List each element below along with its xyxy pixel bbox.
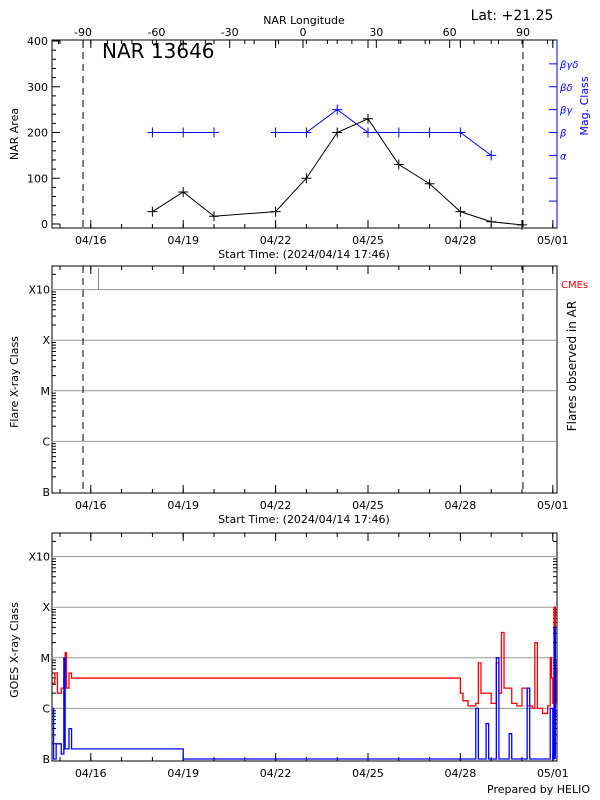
y-axis-label: GOES X-ray Class: [8, 602, 21, 698]
mag-class-marker: [270, 127, 281, 138]
x-axis-label: Start Time: (2024/04/14 17:46): [218, 248, 390, 261]
plot-frame: [51, 39, 558, 229]
chart-title: NAR 13646: [102, 39, 215, 63]
footer-credit: Prepared by HELIO: [487, 783, 590, 796]
mag-class-tick-label: βγδ: [559, 60, 578, 71]
x-axis-label: Start Time: (2024/04/14 17:46): [218, 513, 390, 526]
x-tick-label: 05/01: [537, 499, 569, 512]
y-axis-label: NAR Area: [8, 108, 21, 160]
y-tick-label: 400: [27, 35, 48, 48]
x-tick-label: 04/28: [445, 499, 477, 512]
top-tick-label: 30: [369, 26, 383, 39]
y-tick-label: B: [42, 486, 50, 499]
y-tick-label: C: [42, 435, 50, 448]
nar-area-marker: [455, 206, 466, 217]
goes-panel: GOES X-ray Class Prepared by HELIO B C M X X…: [8, 532, 590, 796]
y-tick-label: X: [42, 334, 50, 347]
y-tick-label: B: [42, 753, 50, 766]
y-tick-label: X10: [28, 551, 50, 564]
x-tick-label: 05/01: [537, 234, 569, 247]
flare-panel: Flare X-ray Class Flares observed in AR …: [8, 265, 588, 526]
goes-long-channel-line: [52, 606, 557, 715]
x-tick-label: 05/01: [537, 767, 569, 780]
y-tick-label: X10: [28, 284, 50, 297]
x-tick-label: 04/22: [260, 499, 292, 512]
x-tick-label: 04/25: [352, 767, 384, 780]
mag-class-marker: [208, 127, 219, 138]
y-tick-label: 300: [27, 81, 48, 94]
right-axis-label: Mag. Class: [578, 76, 591, 135]
nar-area-marker: [208, 211, 219, 222]
nar-area-marker: [486, 216, 497, 227]
mag-class-marker: [332, 104, 343, 115]
nar-area-marker: [516, 219, 527, 230]
y-tick-label: M: [41, 385, 51, 398]
mag-class-tick-label: βδ: [559, 83, 573, 94]
nar-area-marker: [147, 206, 158, 217]
x-tick-label: 04/22: [260, 234, 292, 247]
cme-label: CMEs: [561, 280, 588, 291]
latitude-label: Lat: +21.25: [471, 8, 554, 24]
nar-area-panel: Lat: +21.25 NAR Longitude NAR 13646 NAR …: [8, 8, 591, 261]
nar-area-line: [152, 118, 523, 226]
y-tick-label: 100: [27, 172, 48, 185]
mag-class-marker: [424, 127, 435, 138]
mag-class-tick-label: α: [560, 151, 567, 162]
y-tick-label: C: [42, 702, 50, 715]
mag-class-tick-label: βγ: [559, 106, 573, 117]
x-tick-label: 04/28: [445, 767, 477, 780]
mag-class-marker: [362, 127, 373, 138]
x-tick-label: 04/16: [75, 499, 107, 512]
mag-class-line: [275, 109, 492, 156]
top-tick-label: 60: [443, 26, 457, 39]
x-tick-label: 04/28: [445, 234, 477, 247]
y-tick-label: 200: [27, 127, 48, 140]
nar-area-marker: [362, 113, 373, 124]
y-tick-label: M: [41, 652, 51, 665]
y-tick-label: 0: [41, 218, 48, 231]
mag-class-marker: [486, 150, 497, 161]
mag-class-marker: [393, 127, 404, 138]
mag-class-marker: [147, 127, 158, 138]
nar-area-marker: [301, 173, 312, 184]
top-tick-label: -90: [74, 26, 92, 39]
goes-short-channel-line: [52, 626, 557, 760]
x-tick-label: 04/22: [260, 767, 292, 780]
x-tick-label: 04/16: [75, 234, 107, 247]
top-tick-label: -60: [147, 26, 165, 39]
x-tick-label: 04/25: [352, 234, 384, 247]
mag-class-marker: [301, 127, 312, 138]
top-tick-label: 90: [516, 26, 530, 39]
nar-area-marker: [270, 206, 281, 217]
nar-area-marker: [393, 159, 404, 170]
y-axis-label: Flare X-ray Class: [8, 336, 21, 428]
mag-class-tick-label: β: [559, 129, 567, 140]
x-tick-label: 04/25: [352, 499, 384, 512]
plot-frame: [51, 265, 558, 494]
x-tick-label: 04/16: [75, 767, 107, 780]
top-axis-label: NAR Longitude: [263, 14, 345, 27]
top-tick-label: -30: [221, 26, 239, 39]
plot-frame: [51, 532, 558, 762]
x-tick-label: 04/19: [167, 499, 199, 512]
top-tick-label: 0: [300, 26, 307, 39]
y-tick-label: X: [42, 601, 50, 614]
nar-area-marker: [424, 178, 435, 189]
nar-area-marker: [178, 186, 189, 197]
x-tick-label: 04/19: [167, 234, 199, 247]
mag-class-marker: [455, 127, 466, 138]
mag-class-marker: [178, 127, 189, 138]
x-tick-label: 04/19: [167, 767, 199, 780]
right-axis-label: Flares observed in AR: [565, 301, 579, 431]
nar-area-marker: [332, 127, 343, 138]
